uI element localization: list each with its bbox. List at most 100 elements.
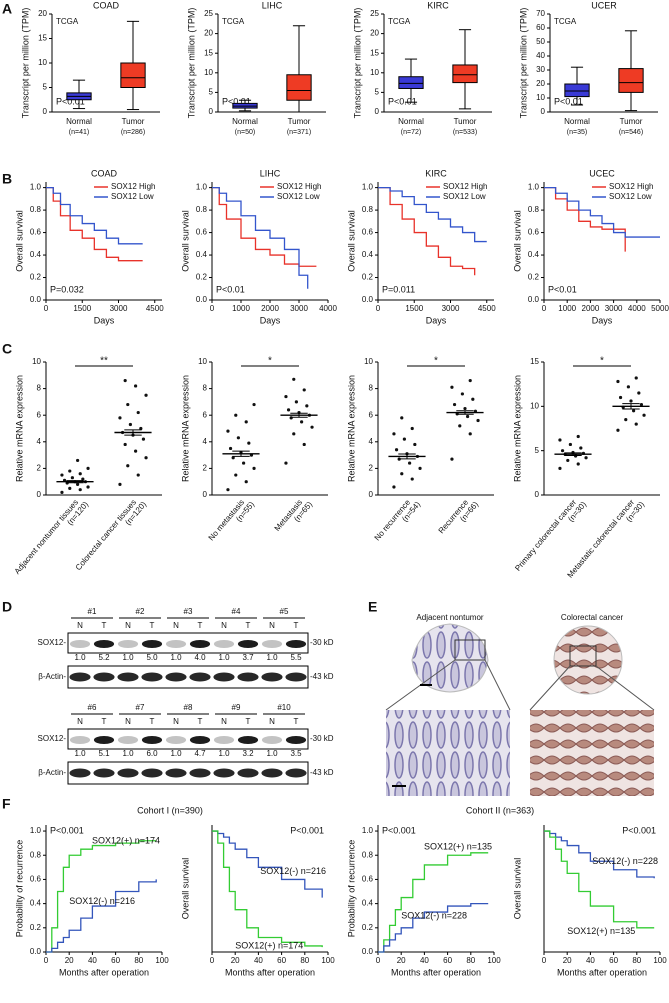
data-point (394, 448, 399, 452)
annotation: P<0.01 (222, 96, 251, 106)
lane-label: T (198, 621, 203, 630)
band (285, 672, 307, 682)
size-label: -30 kD (310, 638, 334, 647)
ratio-label: 4.7 (194, 749, 206, 758)
data-point (234, 473, 238, 477)
data-point (236, 436, 240, 440)
band (285, 736, 307, 744)
data-point (144, 393, 148, 397)
y-tick-label: 40 (536, 51, 545, 60)
annotation: P=0.011 (382, 284, 415, 294)
y-axis-label: Transcript per million (TPM) (352, 8, 362, 119)
x-tick-label: 1500 (73, 304, 91, 313)
lane-label: N (77, 717, 83, 726)
band (69, 640, 91, 648)
ratio-label: 1.0 (218, 653, 230, 662)
band (141, 736, 163, 744)
blot-label: β-Actin- (38, 672, 66, 681)
x-tick-label: 0 (376, 304, 381, 313)
data-point (68, 486, 72, 490)
panel-label: A (2, 1, 12, 17)
source-label: TCGA (554, 17, 577, 26)
band (165, 736, 187, 744)
data-point (242, 461, 246, 465)
data-point (247, 441, 251, 445)
cohort-title: Cohort I (n=390) (137, 805, 203, 815)
annotation: P<0.001 (622, 825, 656, 835)
data-point (300, 420, 304, 424)
blot (67, 632, 309, 654)
x-tick-label: 80 (466, 956, 475, 965)
y-tick-label: 0.6 (362, 875, 374, 884)
x-tick-label: 40 (586, 956, 595, 965)
y-tick-label: 1.0 (30, 183, 42, 192)
band (285, 640, 307, 648)
data-point (629, 399, 633, 403)
y-tick-label: 5 (375, 88, 380, 97)
y-tick-label: 0.6 (30, 228, 42, 237)
band (117, 736, 139, 744)
lane-label: T (294, 621, 299, 630)
survival-curve (46, 879, 157, 953)
y-tick-label: 4 (203, 437, 208, 446)
y-axis-label: Overall survival (14, 210, 24, 272)
y-tick-label: 0 (375, 107, 380, 116)
band (93, 672, 115, 682)
x-axis-label: Days (592, 315, 613, 325)
data-point (458, 424, 462, 428)
data-point (463, 406, 467, 411)
data-point (305, 404, 309, 408)
chart-title: LIHC (260, 168, 281, 178)
x-tick-label: 0 (376, 956, 381, 965)
zoom-line (529, 665, 571, 711)
lane-label: N (77, 621, 83, 630)
blot (67, 665, 309, 689)
band (165, 672, 187, 682)
n-label: (n=50) (235, 129, 255, 136)
data-point (70, 476, 74, 480)
band (261, 768, 283, 778)
ratio-label: 1.0 (122, 749, 134, 758)
x-tick-label: 80 (134, 956, 143, 965)
lane-label: T (246, 717, 251, 726)
band (69, 768, 91, 778)
data-point (118, 482, 122, 486)
y-axis-label: Overall survival (512, 210, 522, 272)
x-tick-label: 100 (487, 956, 501, 965)
x-tick-label: Normal (398, 117, 424, 126)
x-axis-label: Months after operation (59, 967, 149, 977)
y-tick-label: 0.0 (30, 295, 42, 304)
data-point (413, 442, 417, 447)
ratio-label: 1.0 (170, 653, 182, 662)
y-tick-label: 10 (530, 401, 539, 410)
y-tick-label: 0.2 (528, 273, 540, 282)
zoom-box (454, 639, 486, 661)
lane-label: N (173, 717, 179, 726)
size-label: -43 kD (310, 672, 334, 681)
significance: ** (100, 356, 108, 367)
x-tick-label: 3000 (290, 304, 308, 313)
band (69, 672, 91, 682)
chart-title: UCER (591, 0, 617, 10)
y-tick-label: 0.6 (196, 228, 208, 237)
x-tick-label: 4000 (319, 304, 337, 313)
n-label: (n=286) (121, 129, 145, 136)
x-tick-label: Normal (564, 117, 590, 126)
tissue-core (553, 625, 623, 695)
box (564, 83, 590, 98)
ratio-label: 1.0 (122, 653, 134, 662)
y-tick-label: 6 (37, 410, 42, 419)
y-tick-label: 8 (203, 384, 208, 393)
y-tick-label: 0 (203, 490, 208, 499)
y-tick-label: 0.2 (30, 923, 42, 932)
source-label: TCGA (388, 17, 411, 26)
box (120, 62, 146, 88)
ihc-zoom (386, 710, 510, 796)
y-tick-label: 1.0 (528, 183, 540, 192)
ratio-label: 4.0 (194, 653, 206, 662)
band (261, 672, 283, 682)
survival-curve (212, 830, 323, 898)
data-point (86, 485, 90, 489)
y-tick-label: 60 (536, 23, 545, 32)
